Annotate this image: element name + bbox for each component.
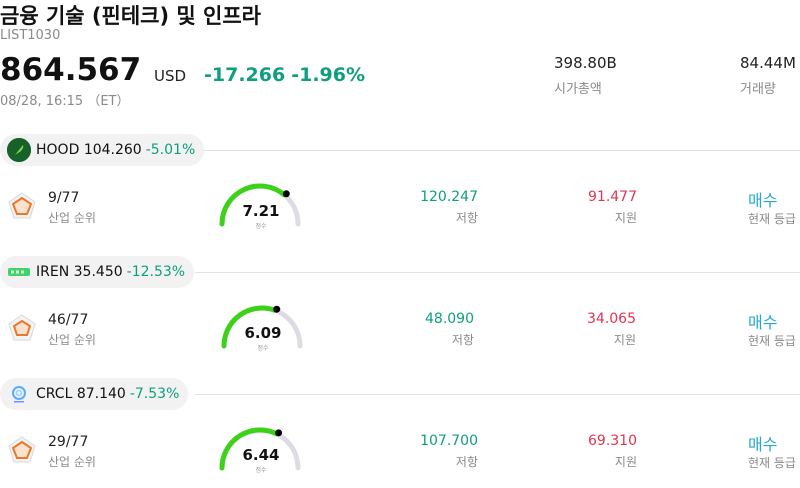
support-value: 34.065 (587, 311, 636, 327)
stock-chip-crcl[interactable]: CRCL 87.140 -7.53% (0, 378, 189, 410)
resistance-label: 저항 (455, 455, 478, 469)
index-price: 864.567 (0, 52, 142, 88)
stock-row: 29/77 산업 순위 6.44 점수 107.700 저항 69.310 지원… (0, 426, 800, 488)
circle-logo-icon (7, 382, 31, 406)
score-label: 점수 (257, 345, 269, 352)
score-gauge: 7.21 점수 (216, 182, 306, 232)
stock-change-pct: -5.01% (145, 142, 196, 158)
volume-label: 거래량 (740, 82, 776, 97)
resistance-label: 저항 (455, 211, 478, 225)
rank-pentagon-icon (8, 436, 36, 463)
industry-rank-value: 46/77 (48, 312, 89, 328)
support-label: 지원 (613, 333, 636, 347)
rating-label: 현재 등급 (748, 334, 796, 348)
section-divider (195, 394, 800, 395)
stock-ticker-price: HOOD 104.260 (36, 142, 142, 158)
score-label: 점수 (255, 223, 267, 230)
score-label: 점수 (255, 467, 267, 474)
resistance-value: 107.700 (420, 433, 478, 449)
resistance-value: 48.090 (425, 311, 474, 327)
resistance-value: 120.247 (420, 189, 478, 205)
score-gauge-arc (219, 183, 301, 227)
feather-icon (7, 138, 31, 162)
score-gauge: 6.09 점수 (218, 304, 308, 354)
stock-chip-iren[interactable]: IREN 35.450 -12.53% (0, 256, 195, 288)
stock-ticker-price: CRCL 87.140 (36, 386, 126, 402)
market-cap-value: 398.80B (554, 54, 617, 72)
market-cap-label: 시가총액 (554, 82, 602, 97)
industry-rank-value: 29/77 (48, 434, 89, 450)
industry-rank-label: 산업 순위 (48, 455, 96, 469)
currency-label: USD (154, 67, 187, 85)
price-change: -17.266 -1.96% (204, 64, 371, 86)
rating-value[interactable]: 매수 (748, 435, 778, 454)
section-divider (195, 150, 800, 151)
stock-ticker-price: IREN 35.450 (36, 264, 123, 280)
score-gauge: 6.44 점수 (216, 426, 306, 476)
stock-row: 9/77 산업 순위 7.21 점수 120.247 저항 91.477 지원 … (0, 182, 800, 248)
score-gauge-arc (221, 305, 303, 349)
score-value: 6.09 (244, 324, 282, 342)
support-label: 지원 (614, 211, 637, 225)
industry-rank-label: 산업 순위 (48, 333, 96, 347)
resistance-label: 저항 (451, 333, 474, 347)
score-value: 7.21 (242, 202, 280, 220)
stock-change-pct: -12.53% (126, 264, 186, 280)
rating-value[interactable]: 매수 (748, 313, 778, 332)
rank-pentagon-icon (8, 314, 36, 341)
industry-rank-value: 9/77 (48, 190, 80, 206)
iren-logo-icon (7, 260, 31, 284)
stock-row: 46/77 산업 순위 6.09 점수 48.090 저항 34.065 지원 … (0, 304, 800, 370)
list-code: LIST1030 (0, 28, 61, 43)
score-gauge-arc (219, 427, 301, 471)
change-percent: -1.96% (291, 64, 366, 86)
industry-rank-label: 산업 순위 (48, 211, 96, 225)
section-divider (195, 272, 800, 273)
page-title: 금융 기술 (핀테크) 및 인프라 (0, 4, 261, 28)
support-value: 69.310 (588, 433, 637, 449)
support-value: 91.477 (588, 189, 637, 205)
rating-label: 현재 등급 (748, 212, 796, 226)
timestamp: 08/28, 16:15 （ET） (0, 94, 130, 109)
stock-change-pct: -7.53% (129, 386, 180, 402)
rating-value[interactable]: 매수 (748, 191, 778, 210)
support-label: 지원 (614, 455, 637, 469)
volume-value: 84.44M (740, 54, 796, 72)
change-absolute: -17.266 (204, 64, 286, 86)
rating-label: 현재 등급 (748, 456, 796, 470)
stock-chip-hood[interactable]: HOOD 104.260 -5.01% (0, 134, 205, 166)
rank-pentagon-icon (8, 192, 36, 219)
score-value: 6.44 (242, 446, 280, 464)
